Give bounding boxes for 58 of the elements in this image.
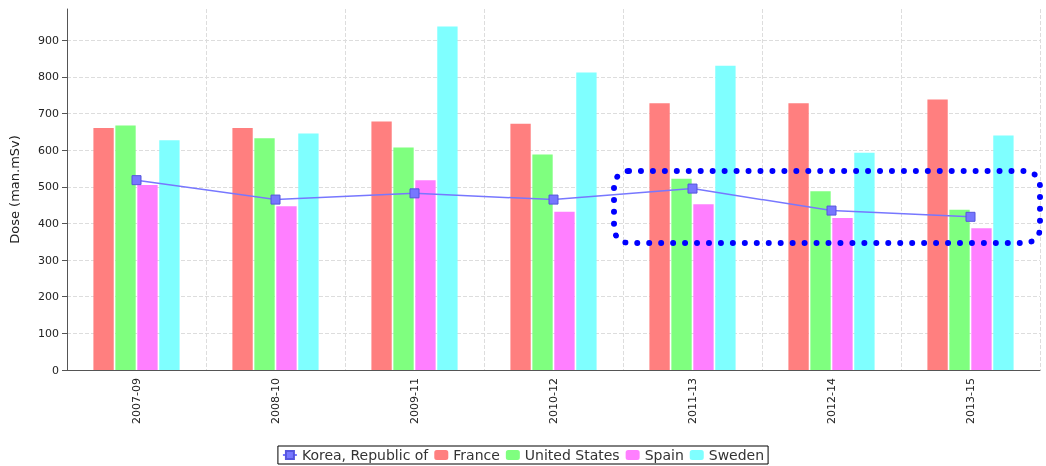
bar: [649, 103, 670, 370]
legend-label: France: [453, 447, 500, 463]
bar: [298, 133, 319, 370]
y-axis-title: Dose (man.mSv): [7, 135, 22, 244]
legend-label: Korea, Republic of: [301, 447, 430, 463]
y-tick-label: 100: [38, 326, 59, 340]
point: [548, 194, 559, 205]
bar: [949, 209, 970, 370]
bar: [415, 180, 436, 370]
bar: [510, 123, 531, 370]
bar: [971, 228, 992, 370]
bar: [393, 147, 414, 370]
bar: [576, 72, 597, 370]
legend-label: United States: [524, 447, 620, 463]
bar: [810, 191, 831, 370]
point: [131, 175, 142, 186]
point: [826, 205, 837, 216]
x-tick-label: 2010-12: [547, 378, 560, 424]
point: [965, 211, 976, 222]
x-tick-label: 2007-09: [130, 378, 143, 424]
y-tick-label: 400: [38, 216, 59, 230]
bar: [371, 121, 392, 370]
bar: [927, 99, 948, 370]
point: [409, 188, 420, 199]
y-tick-label: 700: [38, 106, 59, 120]
y-tick-label: 600: [38, 143, 59, 157]
bar: [437, 26, 458, 370]
x-tick-label: 2011-13: [686, 378, 699, 424]
x-tick-label: 2013-15: [964, 378, 977, 424]
x-tick-label: 2009-11: [408, 378, 421, 424]
bar: [671, 178, 692, 370]
y-tick-label: 800: [38, 70, 59, 84]
bar: [232, 128, 253, 370]
legend-label: Spain: [644, 447, 684, 463]
y-tick-label: 0: [52, 363, 59, 377]
point: [270, 194, 281, 205]
bar: [554, 211, 575, 370]
point: [687, 183, 698, 194]
x-tick-label: 2008-10: [269, 378, 282, 424]
bar: [715, 65, 736, 370]
y-tick-label: 200: [38, 290, 59, 304]
bar: [137, 184, 158, 370]
bar: [832, 217, 853, 370]
bar: [115, 125, 136, 370]
y-tick-label: 900: [38, 33, 59, 47]
bar: [93, 128, 114, 370]
bar: [693, 204, 714, 370]
bar: [993, 135, 1014, 370]
bar: [276, 206, 297, 370]
bar: [159, 140, 180, 370]
legend-label: Sweden: [708, 447, 765, 463]
bar: [854, 152, 875, 370]
y-tick-label: 300: [38, 253, 59, 267]
bar: [532, 154, 553, 370]
y-tick-label: 500: [38, 180, 59, 194]
bar: [788, 103, 809, 370]
x-tick-label: 2012-14: [825, 378, 838, 424]
bar: [254, 138, 275, 370]
